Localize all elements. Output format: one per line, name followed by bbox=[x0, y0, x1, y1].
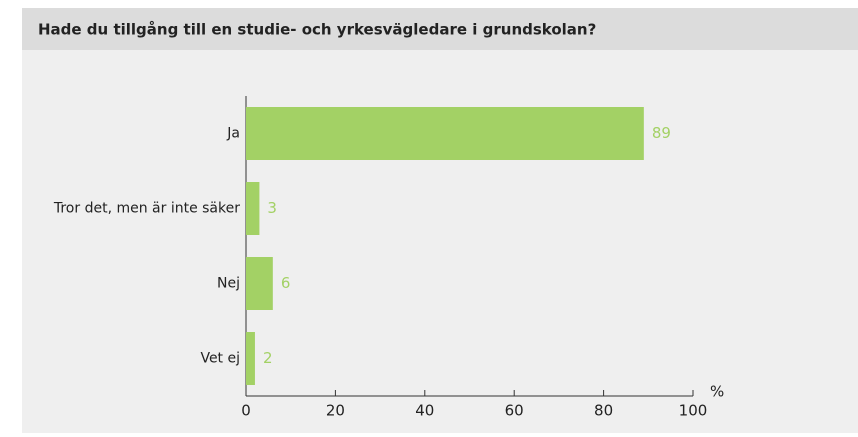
x-tick-label: 100 bbox=[679, 402, 708, 420]
x-tick-label: 80 bbox=[594, 402, 613, 420]
value-label: 2 bbox=[263, 349, 273, 367]
value-label: 3 bbox=[267, 199, 277, 217]
x-axis-label: % bbox=[710, 383, 724, 401]
value-label: 89 bbox=[652, 124, 671, 142]
bar bbox=[246, 332, 255, 385]
chart-title: Hade du tillgång till en studie- och yrk… bbox=[38, 21, 596, 39]
bar bbox=[246, 107, 644, 160]
x-tick-label: 0 bbox=[241, 402, 251, 420]
bar bbox=[246, 182, 260, 235]
value-label: 6 bbox=[281, 274, 291, 292]
x-tick-label: 20 bbox=[326, 402, 345, 420]
bar bbox=[246, 257, 273, 310]
y-tick-label: Vet ej bbox=[200, 351, 240, 367]
y-tick-label: Tror det, men är inte säker bbox=[53, 201, 240, 217]
x-tick-label: 40 bbox=[415, 402, 434, 420]
y-tick-label: Nej bbox=[217, 276, 240, 292]
y-tick-label: Ja bbox=[226, 126, 240, 142]
panel bbox=[22, 8, 858, 433]
header bbox=[22, 8, 858, 50]
x-tick-label: 60 bbox=[505, 402, 524, 420]
